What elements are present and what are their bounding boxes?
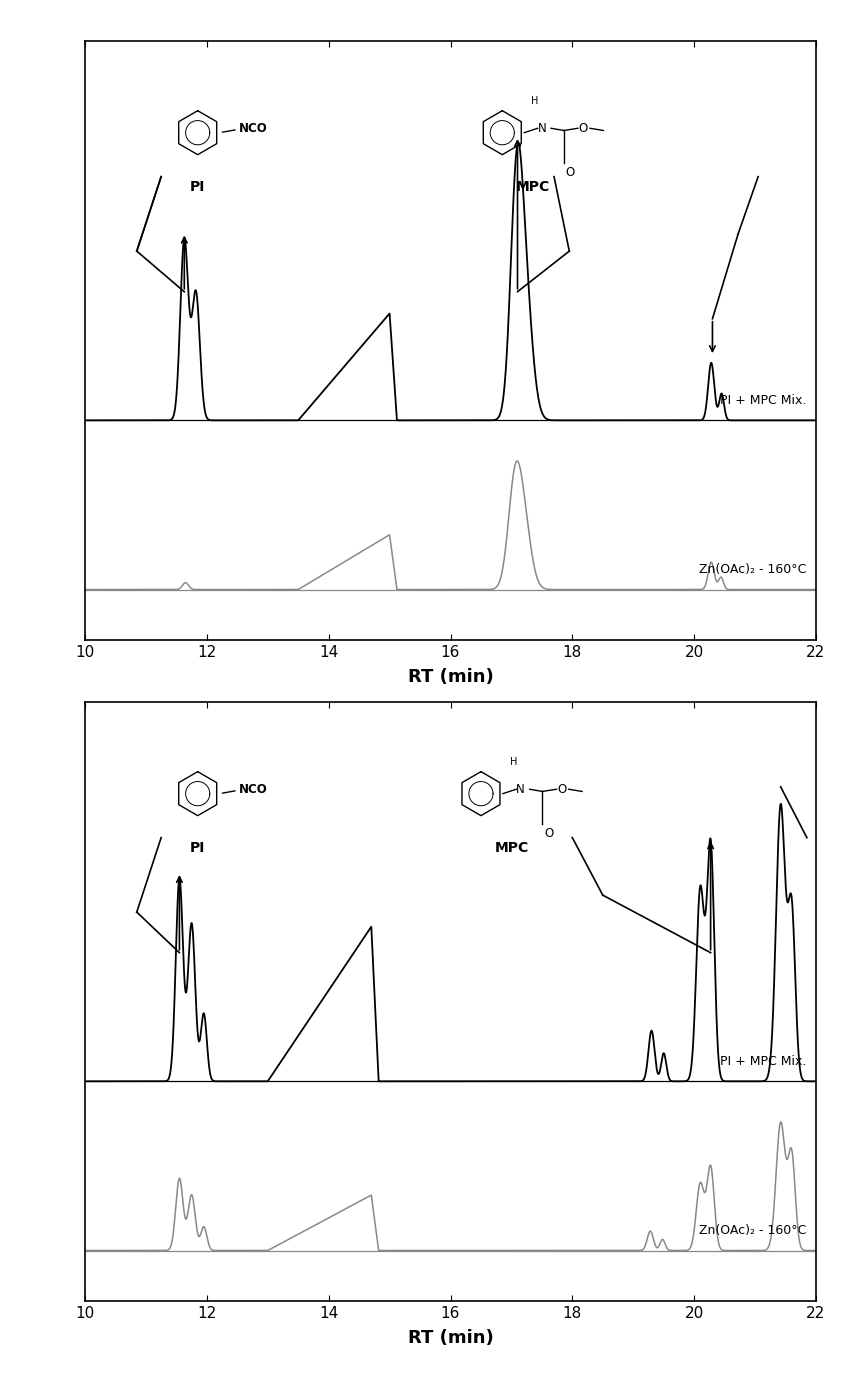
Text: O: O: [578, 121, 587, 135]
Text: PI + MPC Mix.: PI + MPC Mix.: [721, 394, 807, 406]
Text: Zn(OAc)₂ - 160°C: Zn(OAc)₂ - 160°C: [700, 563, 807, 576]
Text: O: O: [557, 782, 566, 796]
Text: Zn(OAc)₂ - 160°C: Zn(OAc)₂ - 160°C: [700, 1224, 807, 1237]
Text: MPC: MPC: [516, 180, 550, 194]
Text: NCO: NCO: [239, 782, 268, 796]
Text: H: H: [531, 96, 539, 106]
Text: MPC: MPC: [495, 841, 529, 855]
Text: PI + MPC Mix.: PI + MPC Mix.: [721, 1055, 807, 1067]
X-axis label: RT (min): RT (min): [408, 1329, 493, 1348]
Text: PI: PI: [190, 180, 206, 194]
Text: O: O: [565, 165, 575, 179]
X-axis label: RT (min): RT (min): [408, 668, 493, 687]
Text: O: O: [544, 826, 553, 840]
Text: N: N: [537, 121, 547, 135]
Text: N: N: [516, 782, 525, 796]
Text: H: H: [510, 757, 518, 767]
Text: PI: PI: [190, 841, 206, 855]
Text: NCO: NCO: [239, 121, 268, 135]
